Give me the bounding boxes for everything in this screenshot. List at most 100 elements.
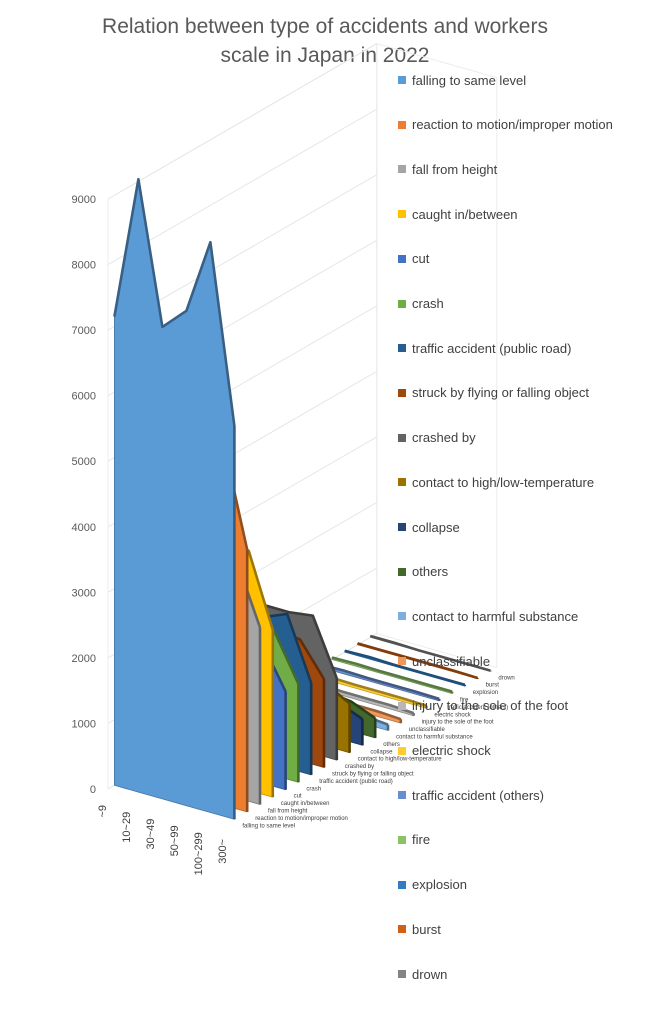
legend-item-unclassifiable: unclassifiable <box>398 651 490 671</box>
legend-item-collapse: collapse <box>398 517 460 537</box>
legend-item-crash: crash <box>398 294 444 314</box>
y-tick-label: 1000 <box>72 718 96 730</box>
legend-label: struck by flying or falling object <box>412 385 590 401</box>
legend-swatch <box>398 701 406 710</box>
legend-label: unclassifiable <box>412 653 491 669</box>
legend-swatch <box>398 388 406 397</box>
depth-label-crashed-by: crashed by <box>345 764 374 770</box>
series-explosion <box>344 649 467 687</box>
gridline <box>107 43 378 200</box>
legend-label: others <box>412 564 449 580</box>
area-falling-to-same-level <box>114 178 235 820</box>
y-tick-label: 0 <box>90 784 96 796</box>
series-falling-to-same-level <box>113 177 236 820</box>
depth-label-cut: cut <box>294 794 302 800</box>
y-tick-label: 3000 <box>72 587 96 599</box>
depth-label-others: others <box>383 742 400 748</box>
legend-item-caught-in-between: caught in/between <box>398 204 518 224</box>
legend-swatch <box>398 344 406 353</box>
legend-item-others: others <box>398 562 448 582</box>
gridline <box>107 108 378 265</box>
depth-label-unclassifiable: unclassifiable <box>409 727 446 733</box>
area-edge-fire <box>331 656 453 693</box>
legend-item-contact-to-harmful-substance: contact to harmful substance <box>398 606 578 626</box>
legend-item-electric-shock: electric shock <box>398 741 491 761</box>
depth-label-contact-to-harmful-substance: contact to harmful substance <box>396 735 473 741</box>
legend-swatch <box>398 523 406 531</box>
y-tick-label: 9000 <box>72 194 96 206</box>
area-edge-falling-to-same-level <box>113 177 236 427</box>
legend-item-reaction-to-motion-improper-motion: reaction to motion/improper motion <box>398 115 613 135</box>
legend-item-cut: cut <box>398 249 429 269</box>
legend-label: collapse <box>412 519 460 535</box>
depth-label-collapse: collapse <box>370 749 393 755</box>
legend-item-falling-to-same-level: falling to same level <box>398 70 526 90</box>
legend-item-drown: drown <box>398 964 447 984</box>
legend-swatch <box>398 880 406 889</box>
legend-swatch <box>398 120 406 129</box>
legend-label: fire <box>412 832 431 848</box>
depth-label-falling-to-same-level: falling to same level <box>242 823 295 829</box>
area-edge-traffic-accident-others <box>318 663 440 701</box>
legend-swatch <box>398 76 406 84</box>
legend-swatch <box>398 657 406 666</box>
y-tick-label: 7000 <box>72 325 96 337</box>
legend-label: traffic accident (others) <box>412 787 544 803</box>
y-tick-label: 2000 <box>72 653 96 665</box>
x-tick-label: 30~49 <box>145 819 157 850</box>
depth-label-injury-to-the-sole-of-the-foot: injury to the sole of the foot <box>422 720 494 726</box>
legend-item-injury-to-the-sole-of-the-foot: injury to the sole of the foot <box>398 696 568 716</box>
legend-swatch <box>398 478 406 487</box>
legend-swatch <box>398 746 406 755</box>
depth-label-fire: fire <box>460 698 469 704</box>
legend-label: electric shock <box>412 743 491 758</box>
legend-label: fall from height <box>412 161 498 177</box>
legend-item-traffic-accident-public-road: traffic accident (public road) <box>398 338 571 358</box>
legend-label: cut <box>412 251 430 267</box>
depth-label-reaction-to-motion-improper-motion: reaction to motion/improper motion <box>255 816 348 822</box>
series-traffic-accident-others <box>318 663 441 702</box>
y-tick-label: 8000 <box>72 260 96 272</box>
legend-item-traffic-accident-others: traffic accident (others) <box>398 785 544 805</box>
legend-item-burst: burst <box>398 919 441 939</box>
area-edge-burst <box>357 642 478 680</box>
legend-label: contact to high/low-temperature <box>412 474 595 490</box>
x-tick-label: 100~299 <box>193 832 205 875</box>
y-tick-label: 5000 <box>72 456 96 468</box>
series-burst <box>357 642 479 680</box>
legend-swatch <box>398 165 406 174</box>
depth-label-burst: burst <box>486 683 500 689</box>
depth-label-crash: crash <box>306 786 321 792</box>
legend-swatch <box>398 299 406 308</box>
depth-label-caught-in-between: caught in/between <box>281 801 330 807</box>
y-axis: 0 1000 2000 3000 4000 5000 6000 7000 8000 9000 <box>72 194 96 796</box>
legend-swatch <box>398 210 406 219</box>
legend-item-fire: fire <box>398 830 430 850</box>
depth-label-traffic-accident-others: traffic accident (others) <box>447 705 508 711</box>
depth-label-drown: drown <box>498 675 514 681</box>
legend-label: falling to same level <box>412 72 527 88</box>
legend-swatch <box>398 970 406 978</box>
legend-label: drown <box>412 966 448 982</box>
legend-label: explosion <box>412 877 467 893</box>
legend-item-crashed-by: crashed by <box>398 428 476 448</box>
series-layer <box>113 177 492 820</box>
x-tick-label: 10~29 <box>121 812 133 843</box>
legend-label: crash <box>412 296 444 311</box>
depth-label-electric-shock: electric shock <box>434 712 471 718</box>
legend-label: burst <box>412 921 441 937</box>
depth-label-traffic-accident-public-road: traffic accident (public road) <box>319 779 393 785</box>
legend-item-contact-to-high-low-temperature: contact to high/low-temperature <box>398 472 594 492</box>
legend-label: crashed by <box>412 430 476 446</box>
chart-title-line-1: Relation between type of accidents and w… <box>102 15 548 38</box>
x-axis: ~9 10~29 30~49 50~99 100~299 300~ <box>97 805 229 875</box>
series-drown <box>370 634 492 672</box>
area-edge-explosion <box>344 649 466 687</box>
legend-label: caught in/between <box>412 206 518 222</box>
depth-label-fall-from-height: fall from height <box>268 809 308 815</box>
legend-label: reaction to motion/improper motion <box>412 117 613 133</box>
legend-label: contact to harmful substance <box>412 608 579 624</box>
y-tick-label: 4000 <box>72 522 96 534</box>
legend-label: injury to the sole of the foot <box>412 698 569 714</box>
